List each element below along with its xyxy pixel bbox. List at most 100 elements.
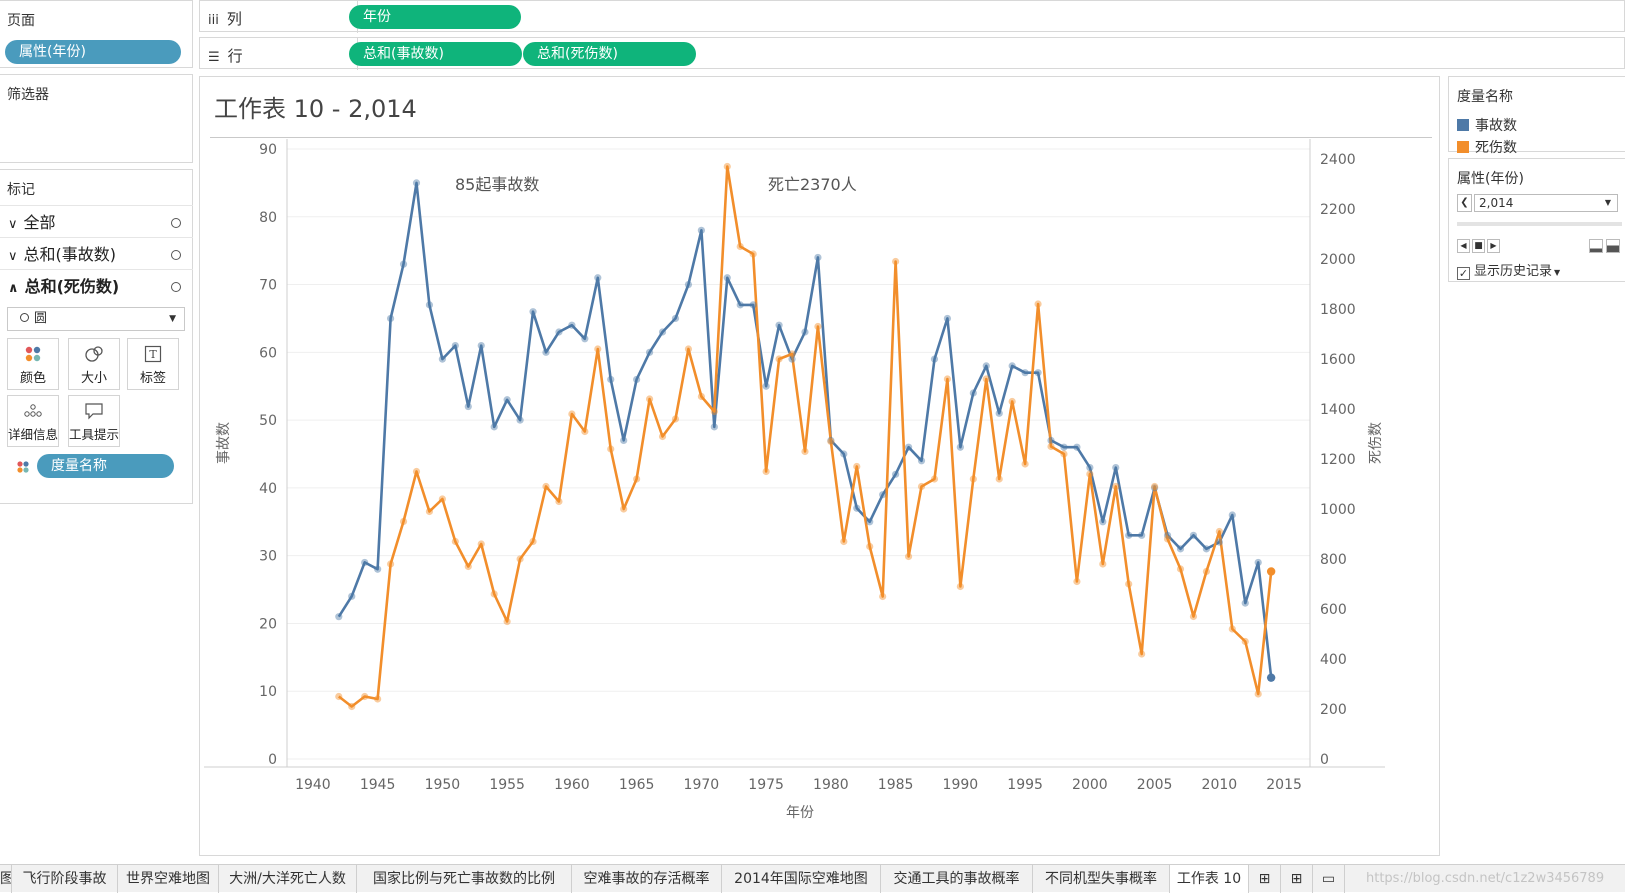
legend-item-accidents[interactable]: 事故数 bbox=[1449, 115, 1625, 137]
data-point bbox=[1254, 558, 1262, 567]
show-history-checkbox[interactable]: ✓ 显示历史记录 ▼ bbox=[1457, 260, 1560, 280]
data-point bbox=[904, 443, 913, 451]
data-point bbox=[361, 558, 369, 567]
data-point bbox=[645, 348, 654, 356]
data-point bbox=[1021, 460, 1029, 468]
sum-casualties-pill[interactable]: 总和(死伤数) bbox=[523, 42, 696, 66]
data-point bbox=[477, 341, 485, 350]
data-point bbox=[866, 518, 874, 526]
play-back-button[interactable]: ◀ bbox=[1457, 239, 1470, 253]
x-tick-label: 2010 bbox=[1202, 777, 1238, 793]
x-tick-label: 1995 bbox=[1007, 777, 1043, 793]
x-tick-label: 1945 bbox=[360, 777, 396, 793]
year-pill[interactable]: 年份 bbox=[349, 5, 521, 29]
filters-title: 筛选器 bbox=[7, 87, 49, 103]
expand-icon: ∨ bbox=[8, 249, 18, 264]
data-point bbox=[620, 505, 628, 513]
data-point bbox=[1073, 577, 1081, 586]
expand-icon: ∨ bbox=[8, 217, 18, 232]
data-point bbox=[1215, 527, 1223, 536]
tab-survival-rate[interactable]: 空难事故的存活概率 bbox=[572, 865, 722, 893]
data-point bbox=[697, 226, 705, 234]
x-tick-label: 1975 bbox=[748, 777, 784, 793]
pages-year-pill[interactable]: 属性(年份) bbox=[5, 40, 181, 64]
play-forward-button[interactable]: ▶ bbox=[1487, 239, 1500, 253]
data-point bbox=[1125, 531, 1133, 539]
y2-tick-label: 1800 bbox=[1320, 302, 1356, 318]
detail-tile[interactable]: 详细信息 bbox=[7, 395, 59, 447]
tab-continent-deaths[interactable]: 大洲/大洋死亡人数 bbox=[219, 865, 357, 893]
mark-type-value: 圆 bbox=[34, 311, 48, 326]
dual-axis-line-chart: 0 10 20 30 40 50 60 70 80 90 0 200 400 600 800 1000 1200… bbox=[204, 139, 1385, 821]
speed-medium-button[interactable] bbox=[1606, 239, 1620, 253]
columns-icon: iii bbox=[208, 13, 219, 28]
y2-tick-label: 600 bbox=[1320, 602, 1347, 618]
watermark: https://blog.csdn.net/c1z2w3456789 bbox=[1366, 871, 1605, 886]
size-tile[interactable]: 大小 bbox=[68, 338, 120, 390]
data-point bbox=[645, 395, 654, 403]
marks-row-all[interactable]: ∨ 全部 bbox=[0, 205, 193, 238]
data-point bbox=[1060, 450, 1068, 458]
mark-type-select[interactable]: 圆 ▼ bbox=[7, 307, 185, 331]
tab-world-map[interactable]: 世界空难地图 bbox=[118, 865, 219, 893]
data-point bbox=[762, 382, 770, 390]
tab-flight-phase[interactable]: 飞行阶段事故 bbox=[12, 865, 118, 893]
sum-accidents-pill[interactable]: 总和(事故数) bbox=[349, 42, 522, 66]
tab-aircraft-type[interactable]: 不同机型失事概率 bbox=[1033, 865, 1170, 893]
data-point bbox=[620, 436, 628, 445]
y2-tick-label: 1400 bbox=[1320, 402, 1356, 418]
tooltip-icon bbox=[69, 396, 119, 424]
new-dashboard-icon[interactable]: ⊞ bbox=[1281, 865, 1313, 893]
data-point bbox=[464, 402, 472, 411]
data-point bbox=[633, 475, 641, 483]
tab-partial[interactable]: 图 bbox=[0, 865, 12, 893]
data-point bbox=[1215, 538, 1223, 546]
speed-slow-button[interactable] bbox=[1589, 239, 1603, 253]
y-tick-label: 0 bbox=[268, 752, 277, 768]
measure-names-pill[interactable]: 度量名称 bbox=[37, 454, 174, 478]
y2-tick-label: 0 bbox=[1320, 752, 1329, 768]
color-dots-icon bbox=[8, 339, 58, 367]
page-prev-button[interactable]: ❮ bbox=[1457, 194, 1472, 212]
tab-vehicle-prob[interactable]: 交通工具的事故概率 bbox=[881, 865, 1033, 893]
y2-tick-label: 400 bbox=[1320, 652, 1347, 668]
data-point bbox=[1241, 599, 1249, 607]
svg-text:T: T bbox=[149, 348, 157, 361]
filters-card: 筛选器 bbox=[0, 74, 193, 163]
tab-2014-map[interactable]: 2014年国际空难地图 bbox=[722, 865, 881, 893]
tab-country-ratio[interactable]: 国家比例与死亡事故数的比例 bbox=[357, 865, 572, 893]
legend-item-casualties[interactable]: 死伤数 bbox=[1449, 137, 1625, 159]
data-point bbox=[658, 432, 667, 441]
color-tile[interactable]: 颜色 bbox=[7, 338, 59, 390]
rows-label-text: 行 bbox=[227, 47, 243, 65]
data-point bbox=[594, 345, 602, 353]
marks-row-accidents[interactable]: ∨ 总和(事故数) bbox=[0, 237, 193, 270]
page-value-field[interactable]: 2,014 ▼ bbox=[1474, 194, 1618, 212]
data-point bbox=[943, 375, 952, 383]
legend-swatch bbox=[1457, 119, 1469, 131]
new-worksheet-icon[interactable]: ⊞ bbox=[1249, 865, 1281, 893]
x-tick-label: 1955 bbox=[489, 777, 525, 793]
worksheet-view: 工作表 10 - 2,014 0 10 20 30 40 50 60 70 80 90 0 200 40… bbox=[199, 76, 1440, 856]
data-point bbox=[969, 475, 977, 483]
label-tile[interactable]: T 标签 bbox=[127, 338, 179, 390]
data-point bbox=[542, 348, 550, 356]
page-control-card: 属性(年份) ❮ 2,014 ▼ ◀ ■ ▶ ✓ 显示历史记录 ▼ bbox=[1448, 158, 1625, 282]
marks-row-casualties[interactable]: ∧ 总和(死伤数) bbox=[0, 269, 193, 302]
data-point bbox=[451, 537, 459, 546]
stop-button[interactable]: ■ bbox=[1472, 239, 1485, 253]
tab-worksheet-10[interactable]: 工作表 10 bbox=[1170, 865, 1249, 893]
data-point bbox=[1060, 443, 1068, 451]
tile-label: 标签 bbox=[139, 371, 166, 386]
x-axis-title: 年份 bbox=[786, 805, 814, 821]
page-slider[interactable] bbox=[1457, 222, 1622, 226]
new-story-icon[interactable]: ▭ bbox=[1313, 865, 1345, 893]
y2-tick-label: 200 bbox=[1320, 702, 1347, 718]
y-tick-label: 10 bbox=[259, 684, 277, 700]
data-point bbox=[1202, 567, 1211, 576]
data-point bbox=[749, 301, 757, 309]
data-point bbox=[801, 447, 809, 456]
data-point bbox=[503, 396, 511, 404]
tooltip-tile[interactable]: 工具提示 bbox=[68, 395, 120, 447]
y2-tick-label: 2400 bbox=[1320, 152, 1356, 168]
